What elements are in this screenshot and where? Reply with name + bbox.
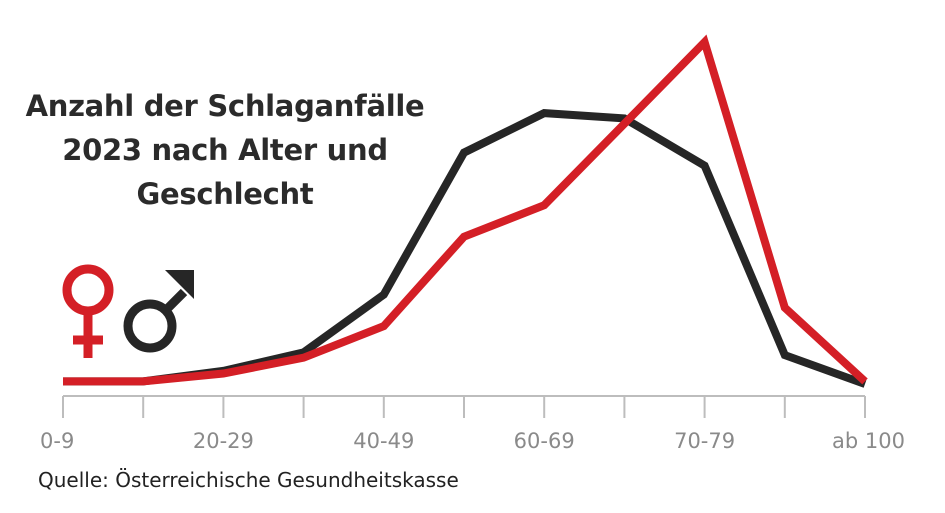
x-tick-label: 20-29 [193,429,254,453]
legend [62,264,194,358]
title-line-2: 2023 nach Alter und [62,133,388,167]
x-tick-label: ab 100 [832,429,905,453]
title-line-1: Anzahl der Schlaganfälle [25,89,425,123]
x-tick-label: 40-49 [353,429,414,453]
male-symbol-icon [123,270,194,353]
x-axis: 0-9 20-29 40-49 60-69 70-79 ab 100 [40,395,905,453]
chart-title: Anzahl der Schlaganfälle 2023 nach Alter… [0,84,450,216]
series-lines [63,34,868,388]
female-series-line [63,34,868,386]
title-line-3: Geschlecht [136,177,314,211]
source-note: Quelle: Österreichische Gesundheitskasse [38,468,459,492]
male-series-line [63,109,867,388]
x-tick-label: 60-69 [514,429,575,453]
x-tick-label: 0-9 [40,429,74,453]
x-tick-label: 70-79 [674,429,735,453]
female-symbol-icon [62,264,114,358]
